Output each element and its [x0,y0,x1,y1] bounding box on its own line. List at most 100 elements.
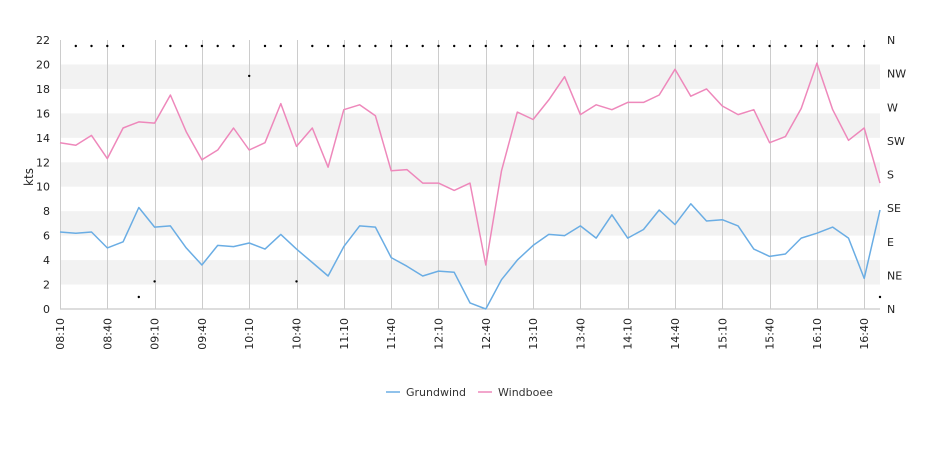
direction-point [705,44,708,48]
direction-point [74,44,78,48]
direction-point [405,44,409,48]
legend: Grundwind Windboee [386,386,553,399]
y2-axis-ticks: N NE E SE S SW W NW N [887,34,906,316]
direction-point [595,44,598,48]
y-tick-label: 10 [36,181,50,194]
x-tick-label: 15:10 [716,318,729,350]
x-tick-label: 10:40 [291,318,304,350]
y2-tick-label: N [887,34,895,47]
direction-point [437,44,440,48]
direction-dots [74,44,882,299]
y-tick-label: 4 [43,254,50,267]
band [60,211,880,236]
x-tick-label: 13:10 [527,318,540,350]
direction-point [311,44,314,48]
y2-tick-label: N [887,303,895,316]
direction-point [863,44,866,48]
direction-point [121,44,125,48]
direction-point [800,44,803,48]
x-tick-label: 11:10 [338,318,351,350]
y-tick-label: 12 [36,156,50,169]
direction-point [232,44,235,48]
direction-point [295,280,298,283]
y-tick-label: 14 [36,132,50,145]
x-tick-label: 08:10 [54,318,67,350]
y2-tick-label: W [887,101,898,114]
y2-tick-label: E [887,236,894,249]
direction-point [248,74,251,78]
x-tick-label: 12:10 [432,318,445,350]
x-tick-label: 13:40 [574,318,587,350]
direction-point [673,44,677,48]
y-tick-label: 0 [43,303,50,316]
direction-point [689,44,692,48]
direction-point [547,44,550,48]
direction-point [137,295,140,299]
y-tick-label: 6 [43,230,50,243]
direction-point [878,295,882,299]
direction-point [90,44,93,48]
direction-point [453,44,456,48]
x-tick-label: 14:10 [622,318,635,350]
x-tick-label: 16:10 [811,318,824,350]
y2-tick-label: NE [887,269,902,282]
x-tick-label: 10:10 [243,318,256,350]
direction-point [358,44,361,48]
y-tick-label: 2 [43,279,50,292]
background-bands [60,64,880,310]
legend-item: Windboee [478,386,553,399]
x-tick-label: 15:40 [764,318,777,350]
direction-point [752,44,755,48]
x-tick-label: 11:40 [385,318,398,350]
direction-point [326,44,330,48]
legend-label: Grundwind [406,386,466,399]
y-axis-ticks: 0 2 4 6 8 10 12 14 16 18 20 22 [36,34,50,316]
direction-point [642,44,645,48]
y2-tick-label: SE [887,202,901,215]
y-tick-label: 22 [36,34,50,47]
direction-point [390,44,393,48]
y2-tick-label: SW [887,135,905,148]
y2-tick-label: S [887,169,894,182]
direction-point [263,44,267,48]
y-axis-label: kts [22,168,36,186]
band [60,113,880,138]
x-tick-label: 09:10 [149,318,162,350]
series-line-windboee [59,62,881,266]
direction-point [374,44,377,48]
direction-point [784,44,787,48]
direction-point [500,44,503,48]
direction-point [200,44,204,48]
vertical-gridlines [60,40,865,309]
series-line-grundwind [59,203,881,310]
direction-point [610,44,614,48]
direction-point [342,44,345,48]
direction-point [579,44,582,48]
direction-point [658,44,661,48]
direction-point [153,280,156,283]
direction-point [847,44,850,48]
direction-point [279,44,282,48]
direction-point [626,44,629,48]
y-tick-label: 20 [36,58,50,71]
y-tick-label: 18 [36,83,50,96]
direction-point [484,44,487,48]
direction-point [169,44,172,48]
band [60,64,880,89]
x-tick-label: 16:40 [858,318,871,350]
direction-point [516,44,519,48]
direction-point [768,44,771,48]
direction-point [721,44,724,48]
direction-point [106,44,109,48]
x-tick-label: 08:40 [101,318,114,350]
direction-point [736,44,740,48]
legend-item: Grundwind [386,386,466,399]
direction-point [815,44,819,48]
x-tick-label: 12:40 [480,318,493,350]
y-tick-label: 16 [36,107,50,120]
legend-label: Windboee [498,386,553,399]
direction-point [468,44,472,48]
direction-point [831,44,834,48]
x-tick-label: 14:40 [669,318,682,350]
